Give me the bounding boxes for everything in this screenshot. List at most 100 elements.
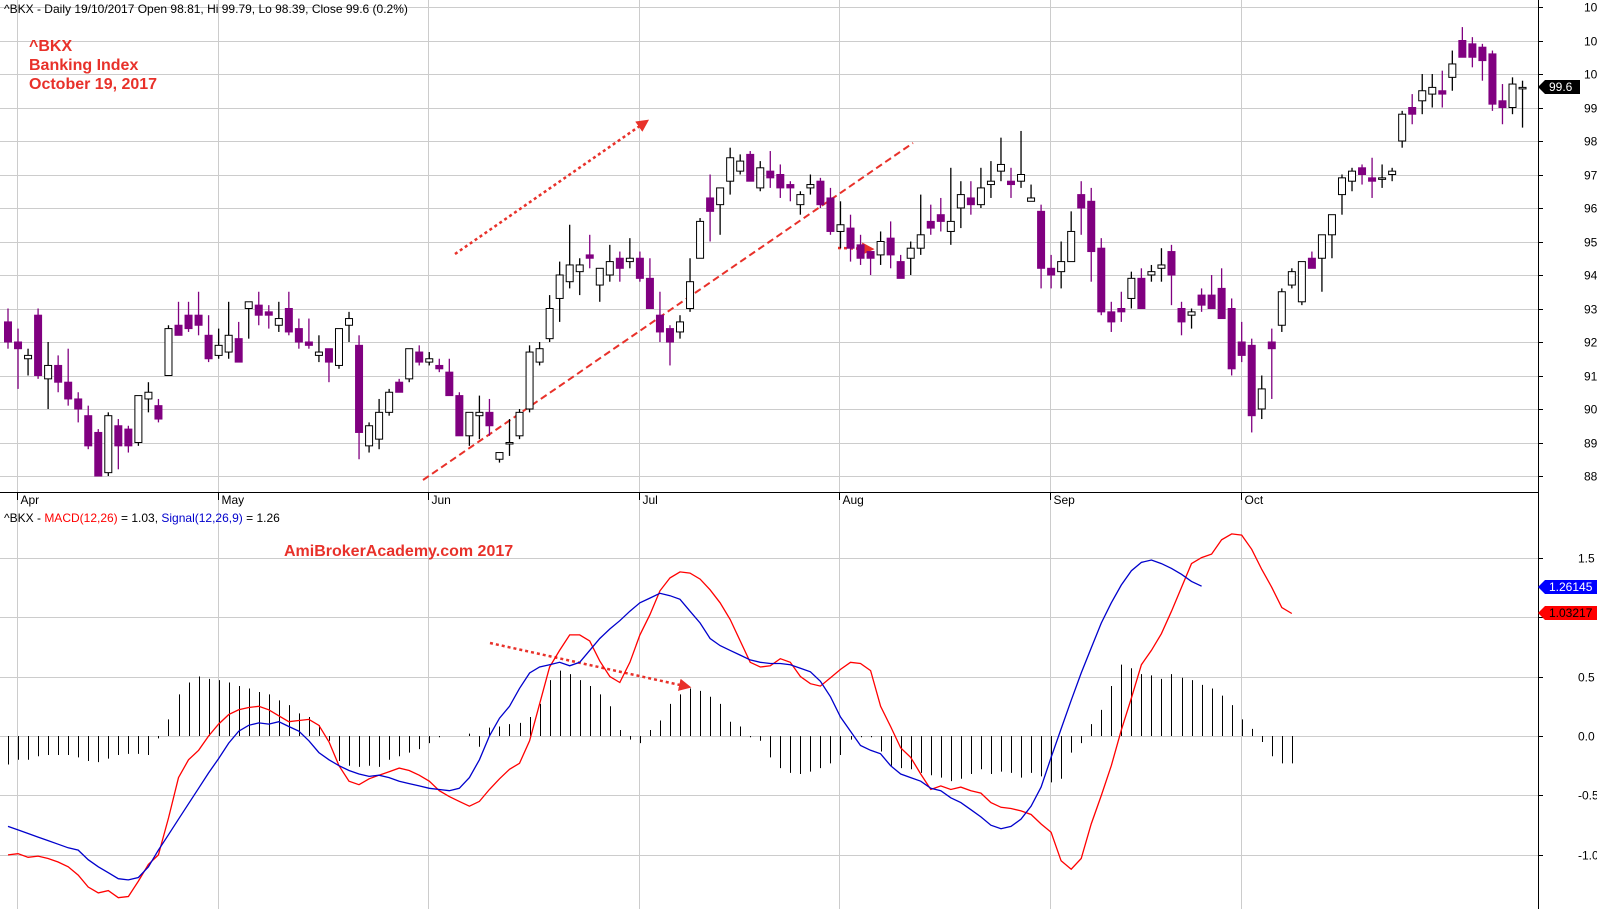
candle [174, 301, 183, 336]
candle-body-up [475, 411, 484, 417]
candle-body-down [34, 314, 43, 377]
candle [395, 378, 404, 393]
candle [495, 452, 504, 463]
price-badge-text: 99.6 [1549, 80, 1573, 94]
candle-body-down [886, 237, 895, 256]
candle-body-down [1227, 308, 1236, 370]
signal-badge: 1.26145 [1538, 580, 1597, 594]
candle [164, 325, 173, 377]
candle-body-down [1107, 311, 1116, 323]
price-tick-label: 102 [1584, 1, 1597, 15]
candle-body-up [345, 318, 354, 326]
candle [264, 305, 273, 329]
candle-body-down [706, 197, 715, 212]
candle [1177, 301, 1186, 336]
candle [304, 318, 313, 349]
candle-body-down [1368, 177, 1377, 182]
candle-body-up [876, 241, 885, 256]
candle-body-up [1398, 113, 1407, 142]
month-label: Apr [21, 493, 40, 507]
candle [1007, 167, 1015, 198]
candle-body-up [806, 184, 815, 189]
price-tick-label: 90 [1584, 403, 1597, 417]
candle-body-up [676, 321, 685, 333]
candle-body-down [936, 214, 945, 222]
candle-body-down [1458, 40, 1467, 58]
candle [515, 409, 524, 440]
candlesticks [4, 27, 1527, 477]
candle [776, 164, 785, 198]
price-tick-label: 92 [1584, 336, 1597, 350]
candle [505, 419, 514, 456]
candle [435, 358, 444, 373]
candle [124, 425, 133, 453]
candle [1267, 328, 1276, 399]
candle [756, 161, 765, 192]
candle-body-down [485, 411, 494, 427]
gridlines [0, 0, 1538, 909]
candle [1207, 275, 1216, 310]
candle [816, 177, 825, 208]
candle-body-up [525, 351, 534, 410]
candle-body-down [776, 174, 785, 189]
candle-body-down [395, 381, 404, 393]
candle [1217, 268, 1226, 320]
price-badge: 99.6 [1538, 80, 1580, 94]
x-month-labels: Apr May Jun Jul Aug Sep Oct [17, 492, 1264, 507]
candle [64, 348, 73, 406]
candle-body-up [1378, 177, 1387, 180]
candle-body-down [786, 184, 795, 189]
candle-body-up [365, 425, 374, 447]
price-tick-label: 94 [1584, 269, 1597, 283]
candle-body-up [1187, 311, 1196, 316]
candle-body-up [1448, 63, 1457, 78]
candle [836, 201, 845, 249]
annotation-ticker: ^BKX [29, 38, 72, 55]
price-tick-label: 93 [1584, 303, 1597, 317]
candle [585, 234, 594, 269]
candle-body-up [1157, 264, 1166, 269]
candle [1057, 241, 1066, 289]
candle-body-up [686, 281, 695, 310]
candle [184, 301, 193, 332]
candle-body-up [545, 308, 554, 340]
macd-tick-label: -0.5 [1578, 789, 1597, 803]
candle-body-down [1267, 341, 1276, 350]
candle [746, 151, 755, 182]
candle-body-down [585, 254, 594, 259]
candle [1418, 74, 1427, 115]
candle [535, 342, 544, 366]
breakdown-arrow [837, 242, 875, 255]
macd-tick-label: 1.5 [1578, 552, 1595, 566]
candle [736, 154, 745, 175]
candle-body-down [304, 341, 313, 346]
candle-body-down [174, 324, 183, 336]
watermark: AmiBrokerAcademy.com 2017 [284, 543, 513, 560]
price-header: ^BKX - Daily 19/10/2017 Open 98.81, Hi 9… [4, 2, 408, 16]
candle [194, 291, 203, 336]
candle-body-down [1207, 294, 1216, 310]
candle-body-down [1007, 180, 1015, 186]
annotation-name: Banking Index [29, 57, 138, 74]
uptrend-arrow [454, 119, 650, 256]
candle [1117, 291, 1126, 322]
candle-body-down [4, 321, 12, 343]
candle [826, 187, 835, 235]
candle-body-up [1508, 83, 1517, 109]
candle-body-down [1177, 308, 1186, 323]
candle [986, 161, 995, 198]
candle-body-up [214, 344, 223, 356]
candle-body-up [535, 348, 544, 363]
candle [926, 204, 935, 235]
candle-body-up [515, 411, 524, 437]
candle [1508, 77, 1517, 115]
candle [696, 218, 705, 259]
candle [284, 291, 293, 336]
macd-lines [7, 533, 1293, 899]
candle-body-up [565, 264, 574, 283]
candle [244, 301, 253, 339]
candle-body-down [1217, 287, 1226, 320]
candle [545, 295, 554, 342]
candle [686, 258, 695, 312]
candle-body-up [465, 411, 474, 437]
